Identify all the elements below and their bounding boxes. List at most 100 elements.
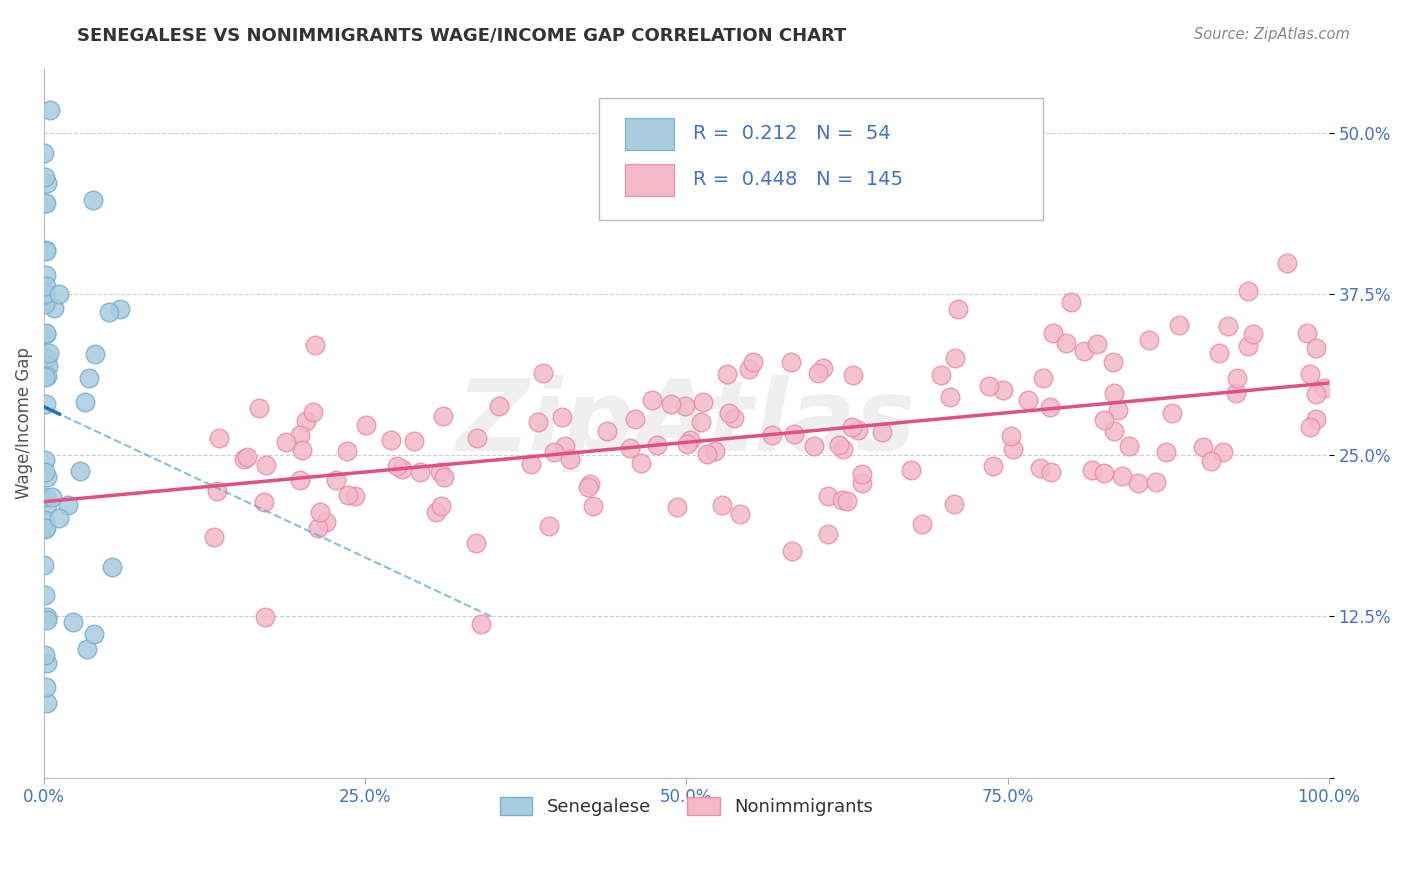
Point	[307, 520, 329, 534]
Point	[34, 145, 56, 160]
Point	[1241, 327, 1264, 342]
Point	[35, 680, 58, 694]
Point	[711, 499, 734, 513]
Point	[578, 477, 600, 491]
Point	[34, 196, 56, 211]
Text: ZipAtlas: ZipAtlas	[457, 375, 915, 472]
Point	[943, 351, 966, 365]
Point	[1225, 385, 1247, 400]
Point	[1236, 285, 1258, 299]
Point	[35, 244, 58, 258]
Point	[35, 470, 58, 484]
Point	[783, 426, 806, 441]
Point	[1085, 337, 1108, 351]
Point	[34, 453, 56, 467]
Point	[73, 395, 96, 409]
Point	[35, 609, 58, 624]
Point	[806, 366, 828, 380]
Point	[247, 401, 270, 416]
Point	[1305, 386, 1327, 401]
Point	[69, 464, 91, 478]
Point	[939, 390, 962, 404]
Point	[77, 371, 100, 385]
Point	[467, 431, 489, 445]
Point	[1305, 412, 1327, 426]
Point	[409, 465, 432, 479]
Bar	[624, 118, 673, 150]
Point	[537, 519, 560, 533]
Point	[304, 337, 326, 351]
Text: R =  0.212   N =  54: R = 0.212 N = 54	[693, 124, 890, 144]
Point	[464, 536, 486, 550]
Point	[325, 473, 347, 487]
Point	[718, 406, 741, 420]
Point	[343, 489, 366, 503]
Point	[831, 492, 853, 507]
Point	[62, 615, 84, 629]
Point	[1305, 342, 1327, 356]
Point	[1144, 475, 1167, 489]
Point	[336, 488, 359, 502]
Point	[679, 433, 702, 447]
Point	[1102, 355, 1125, 369]
Point	[34, 513, 56, 527]
Point	[207, 483, 229, 498]
Point	[1092, 466, 1115, 480]
Point	[274, 435, 297, 450]
Point	[803, 439, 825, 453]
Point	[236, 450, 259, 464]
Point	[34, 279, 56, 293]
Point	[404, 434, 426, 449]
Point	[841, 420, 863, 434]
Point	[779, 355, 801, 369]
Point	[817, 489, 839, 503]
Point	[295, 414, 318, 428]
Point	[35, 293, 58, 308]
Point	[1081, 463, 1104, 477]
Point	[692, 395, 714, 409]
Point	[1216, 319, 1239, 334]
Point	[1236, 339, 1258, 353]
Point	[1212, 445, 1234, 459]
Point	[37, 613, 59, 627]
Point	[716, 367, 738, 381]
Point	[1039, 400, 1062, 414]
Point	[619, 441, 641, 455]
Point	[817, 526, 839, 541]
Point	[83, 347, 105, 361]
Point	[308, 505, 330, 519]
Point	[41, 491, 63, 505]
Point	[1299, 367, 1322, 381]
Point	[835, 494, 858, 508]
Point	[35, 696, 58, 710]
Point	[1167, 318, 1189, 333]
Point	[253, 495, 276, 509]
Point	[1296, 326, 1319, 340]
Point	[723, 411, 745, 425]
Point	[34, 522, 56, 536]
Point	[380, 433, 402, 447]
Point	[846, 423, 869, 437]
Point	[1277, 255, 1299, 269]
Point	[1192, 440, 1215, 454]
Point	[1042, 326, 1064, 340]
Point	[37, 499, 59, 513]
Point	[315, 516, 337, 530]
Point	[35, 351, 58, 365]
Point	[1126, 475, 1149, 490]
Point	[813, 360, 835, 375]
Point	[58, 498, 80, 512]
Point	[37, 656, 59, 670]
Point	[943, 497, 966, 511]
Point	[659, 397, 682, 411]
Legend: Senegalese, Nonimmigrants: Senegalese, Nonimmigrants	[491, 788, 882, 825]
Point	[38, 346, 60, 360]
Point	[582, 500, 605, 514]
Point	[596, 424, 619, 438]
Point	[991, 383, 1014, 397]
Point	[470, 617, 492, 632]
Point	[550, 409, 572, 424]
Point	[38, 103, 60, 117]
Bar	[624, 164, 673, 196]
Point	[1000, 429, 1022, 443]
